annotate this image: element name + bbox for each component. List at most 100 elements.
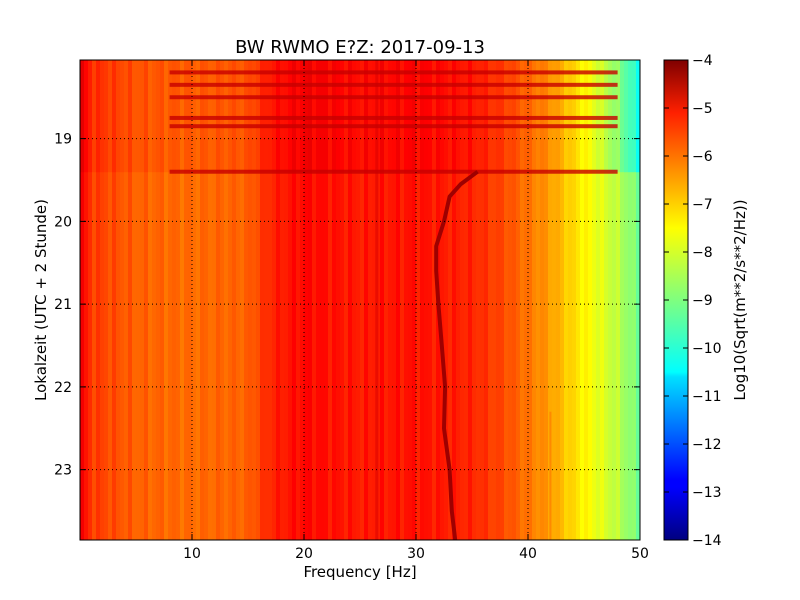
heatmap-cell [568,171,573,540]
heatmap-cell [96,60,101,173]
heatmap-cell [88,171,93,540]
heatmap-cell [448,171,453,540]
heatmap-cell [516,171,521,540]
heatmap-cell [380,171,385,540]
heatmap-cell [424,171,429,540]
heatmap-cell [588,171,593,540]
heatmap-cell [316,171,321,540]
heatmap-cell [368,171,373,540]
heatmap-cell [124,171,129,540]
horizontal-band [169,82,618,87]
heatmap-cell [136,171,141,540]
heatmap-cell [120,171,125,540]
heatmap-cell [572,171,577,540]
horizontal-band [169,169,618,174]
heatmap-cell [92,171,97,540]
heatmap-cell [176,171,181,540]
heatmap-cell [624,60,629,173]
heatmap-cell [164,171,169,540]
heatmap-cell [212,171,217,540]
heatmap-cell [560,171,565,540]
heatmap-cell [124,60,129,173]
colorbar-tick-label: −10 [692,341,722,357]
heatmap-cell [552,171,557,540]
heatmap-cell [536,171,541,540]
heatmap-cell [200,171,205,540]
horizontal-band [169,115,618,120]
heatmap-cell [164,60,169,173]
heatmap-cell [112,171,117,540]
colorbar: −4 −5 −6 −7 −8 −9 −10 −11 −12 −13 −14 [663,53,722,549]
heatmap-cell [604,171,609,540]
heatmap-cell [412,171,417,540]
colorbar-tick-label: −7 [692,197,713,213]
heatmap-cell [356,171,361,540]
heatmap-cell [284,171,289,540]
heatmap-cell [416,171,421,540]
heatmap-cell [100,60,105,173]
heatmap-cell [384,171,389,540]
heatmap-cell [328,171,333,540]
heatmap-cell [108,171,113,540]
heatmap-cell [584,171,589,540]
heatmap-cell [432,171,437,540]
intermittent-spectral-line [375,60,379,540]
heatmap-cell [184,171,189,540]
heatmap-cell [100,171,105,540]
heatmap-cell [476,171,481,540]
heatmap-cell [204,171,209,540]
horizontal-band [169,95,618,100]
heatmap-cell [188,171,193,540]
heatmap-cell [156,171,161,540]
heatmap-cell [632,171,637,540]
heatmap-cell [344,171,349,540]
heatmap-cell [324,171,329,540]
heatmap-cell [508,171,513,540]
heatmap-cell [192,171,197,540]
horizontal-band [169,70,618,75]
colorbar-tick-label: −11 [692,389,722,405]
heatmap-cell [596,171,601,540]
heatmap-cell [136,60,141,173]
plot-frame [79,59,641,541]
heatmap-cell [160,60,165,173]
heatmap-cell [196,171,201,540]
heatmap-cell [296,171,301,540]
heatmap-cell [480,171,485,540]
heatmap-cell [636,171,640,540]
colorbar-tick-label: −13 [692,485,722,501]
heatmap-cell [600,171,605,540]
heatmap-cell [128,60,133,173]
heatmap-cell [616,171,621,540]
y-tick-label: 21 [54,297,72,313]
heatmap-cell [92,60,97,173]
heatmap-cell [332,171,337,540]
heatmap-cell [308,171,313,540]
x-tick-label: 20 [295,546,313,562]
heatmap-cell [96,171,101,540]
colorbar-tick-label: −12 [692,437,722,453]
heatmap-cell [248,171,253,540]
heatmap-cell [436,171,441,540]
heatmap-cell [120,60,125,173]
heatmap-cell [364,171,369,540]
heatmap-cell [264,171,269,540]
heatmap-cell [540,171,545,540]
heatmap-cell [132,171,137,540]
heatmap-cell [140,171,145,540]
y-tick-label: 19 [54,132,72,148]
heatmap-cell [456,171,461,540]
x-axis: 10 20 30 40 50 [183,60,649,562]
colorbar-tick-label: −8 [692,245,713,261]
heatmap-cell [220,171,225,540]
heatmap-cell [524,171,529,540]
y-tick-label: 20 [54,214,72,230]
heatmap-cell [488,171,493,540]
heatmap-cell [636,60,640,173]
heatmap-cell [208,171,213,540]
heatmap-cell [128,171,133,540]
heatmap-cell [236,171,241,540]
x-tick-label: 10 [183,546,201,562]
heatmap-cell [252,171,257,540]
